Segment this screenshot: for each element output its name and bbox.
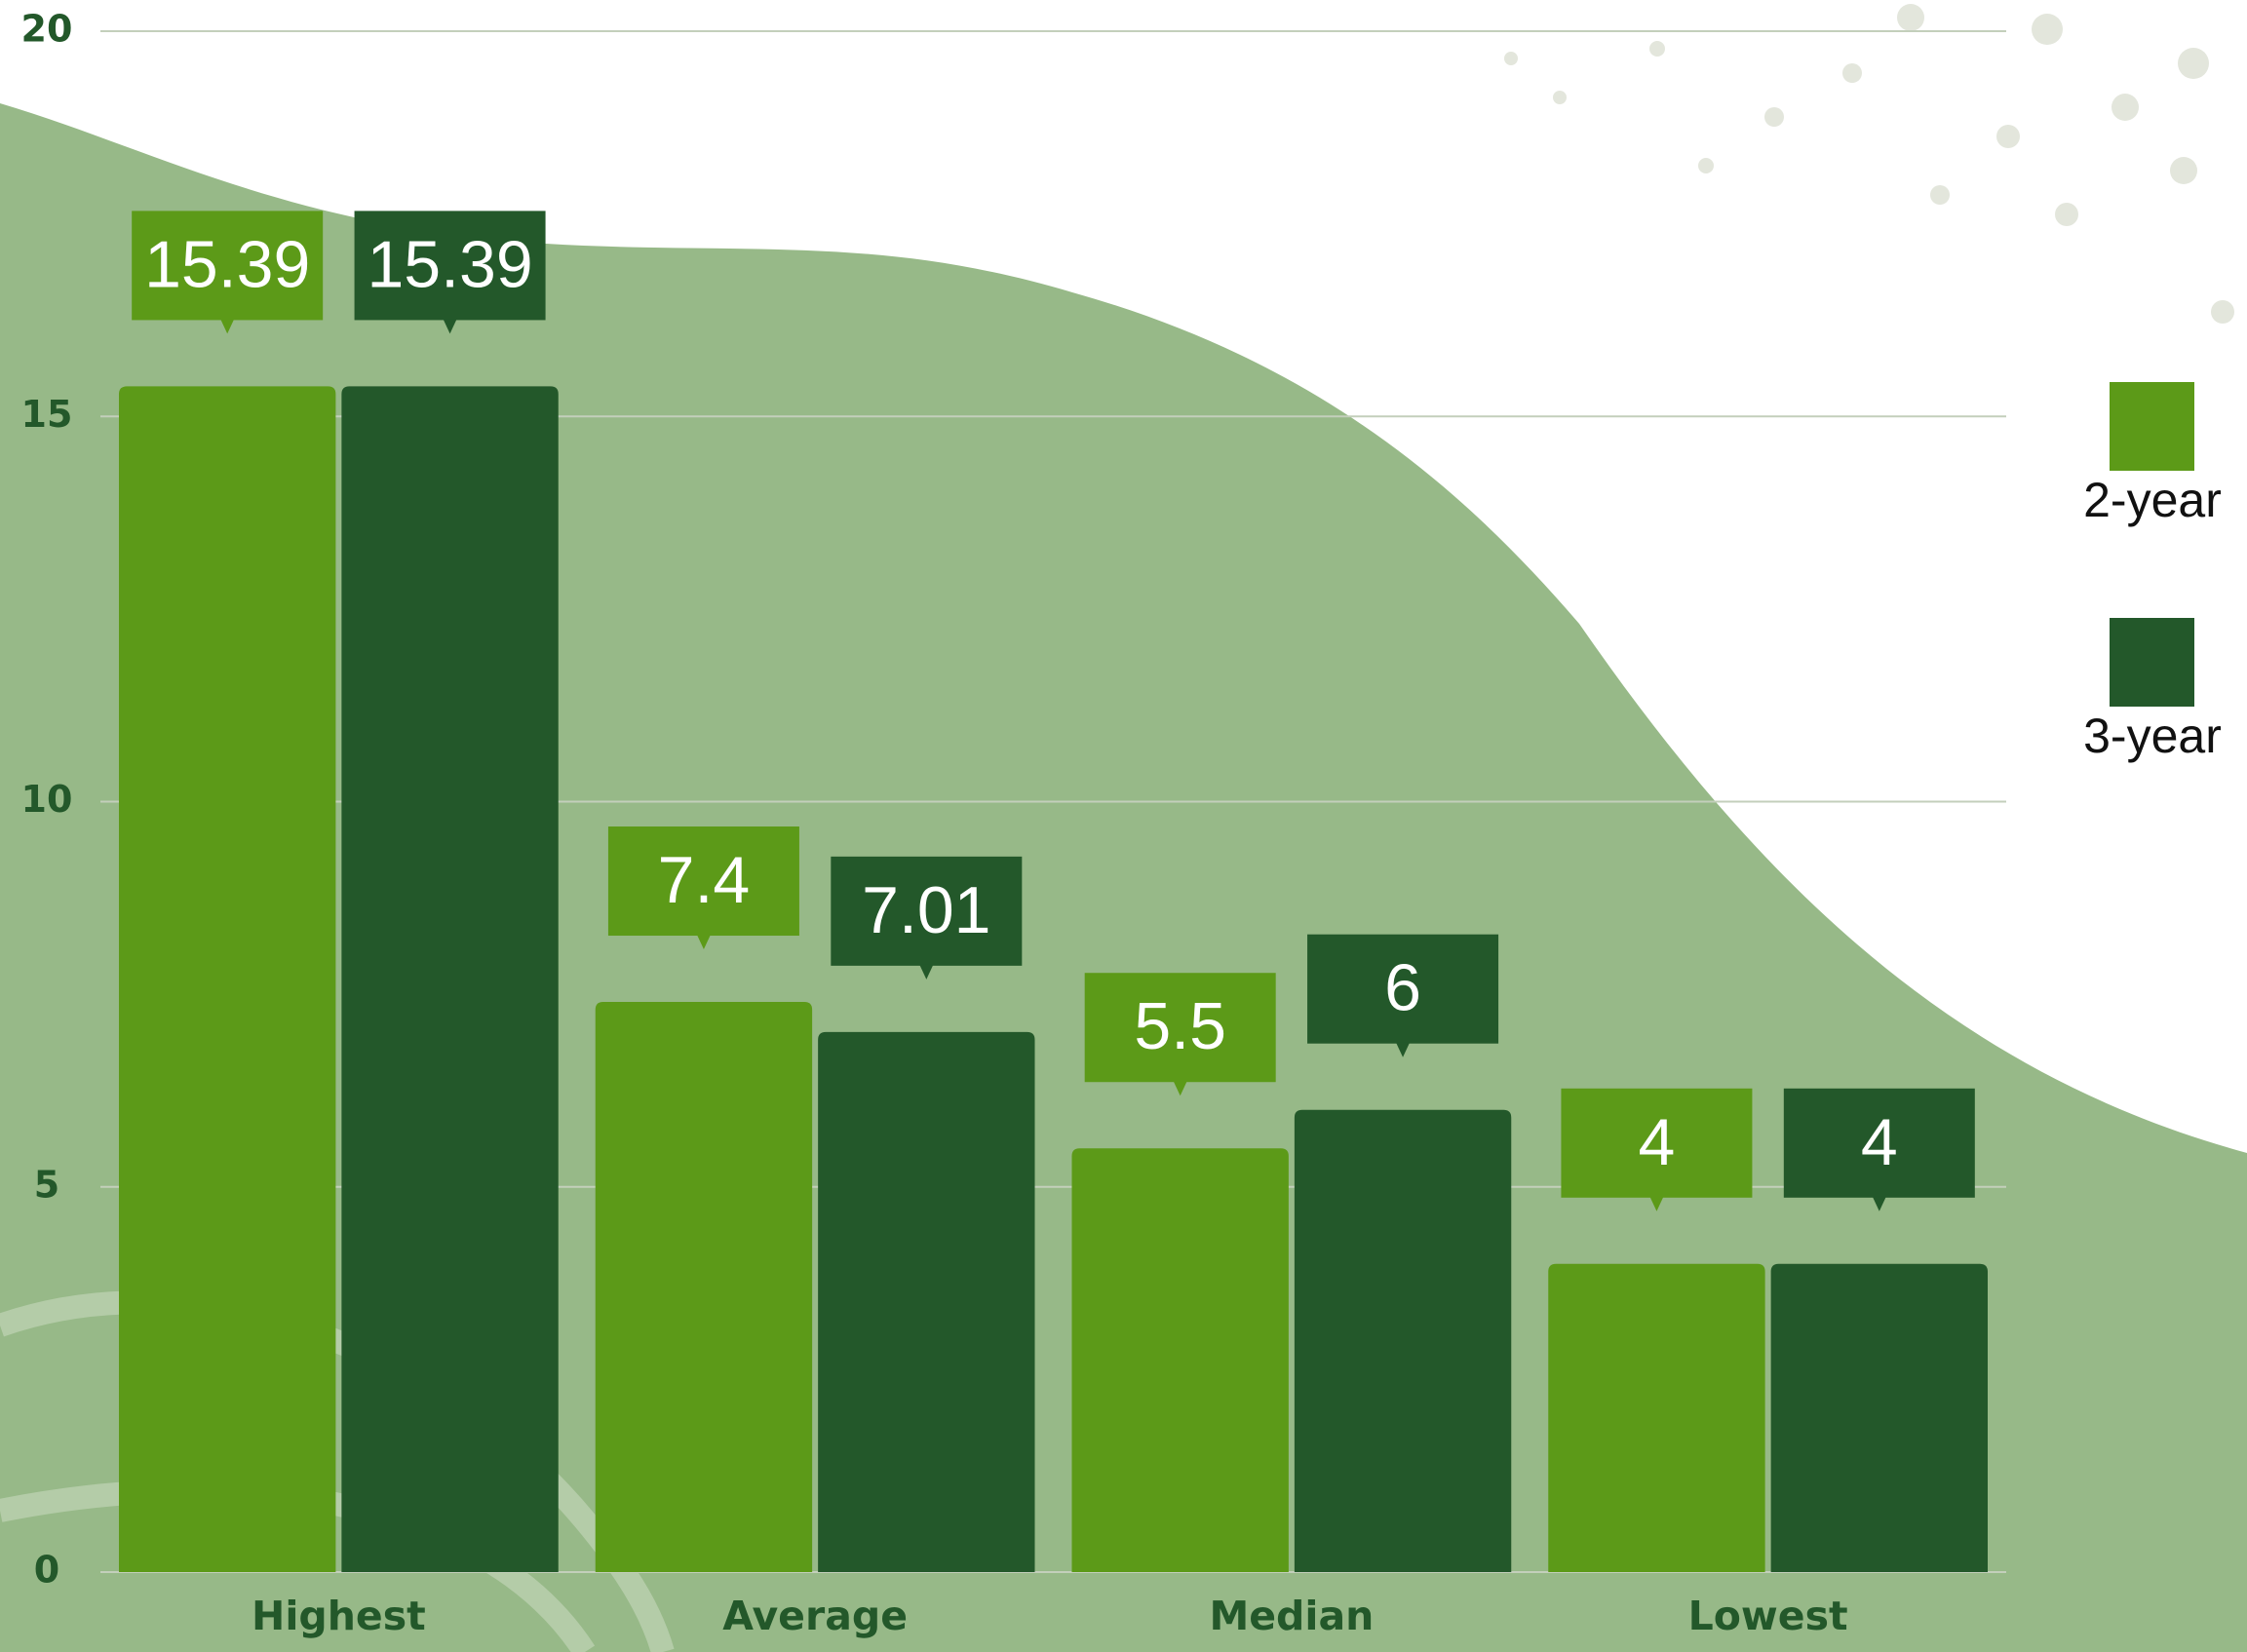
value-label-box bbox=[1307, 934, 1499, 1044]
y-tick-label: 15 bbox=[21, 393, 73, 436]
legend-label: 3-year bbox=[2083, 709, 2222, 763]
bar bbox=[1294, 1109, 1512, 1572]
value-label-box bbox=[1783, 1088, 1975, 1198]
value-label: 7.4 bbox=[658, 843, 751, 917]
y-tick-label: 10 bbox=[21, 778, 73, 821]
legend-swatch bbox=[2110, 382, 2194, 471]
value-label: 15.39 bbox=[367, 227, 532, 301]
bar bbox=[118, 386, 336, 1572]
value-label-pointer bbox=[1872, 1196, 1886, 1211]
bar bbox=[818, 1031, 1035, 1572]
x-tick-label: Lowest bbox=[1688, 1593, 1848, 1639]
bar bbox=[1548, 1263, 1765, 1572]
value-label: 5.5 bbox=[1134, 989, 1226, 1063]
value-label: 4 bbox=[1639, 1105, 1676, 1179]
value-label-box bbox=[1084, 973, 1276, 1083]
x-tick-label: Average bbox=[722, 1593, 908, 1639]
value-label-pointer bbox=[443, 319, 457, 334]
bar bbox=[1770, 1263, 1989, 1572]
value-label: 7.01 bbox=[862, 873, 990, 947]
value-label-pointer bbox=[696, 935, 711, 950]
bar bbox=[341, 386, 559, 1572]
y-tick-label: 5 bbox=[34, 1163, 59, 1206]
value-label-box bbox=[607, 826, 799, 937]
value-label-box bbox=[354, 211, 546, 321]
x-tick-label: Highest bbox=[252, 1593, 426, 1639]
value-label-box bbox=[132, 211, 324, 321]
value-label-pointer bbox=[1396, 1042, 1411, 1057]
value-label-box bbox=[1561, 1088, 1753, 1198]
bar bbox=[1071, 1148, 1289, 1572]
value-label-pointer bbox=[919, 964, 934, 980]
value-label-pointer bbox=[1649, 1196, 1664, 1211]
y-tick-label: 0 bbox=[34, 1549, 59, 1592]
value-label-pointer bbox=[220, 319, 235, 334]
bar bbox=[595, 1002, 813, 1572]
dots bbox=[1504, 4, 2234, 324]
value-label: 15.39 bbox=[144, 227, 310, 301]
y-tick-label: 20 bbox=[21, 8, 73, 51]
legend-label: 2-year bbox=[2083, 473, 2222, 527]
x-tick-label: Median bbox=[1209, 1593, 1374, 1639]
value-label-pointer bbox=[1173, 1081, 1187, 1096]
legend-swatch bbox=[2110, 618, 2194, 707]
value-label-box bbox=[831, 856, 1023, 966]
value-label: 6 bbox=[1384, 951, 1421, 1025]
value-label: 4 bbox=[1861, 1105, 1898, 1179]
